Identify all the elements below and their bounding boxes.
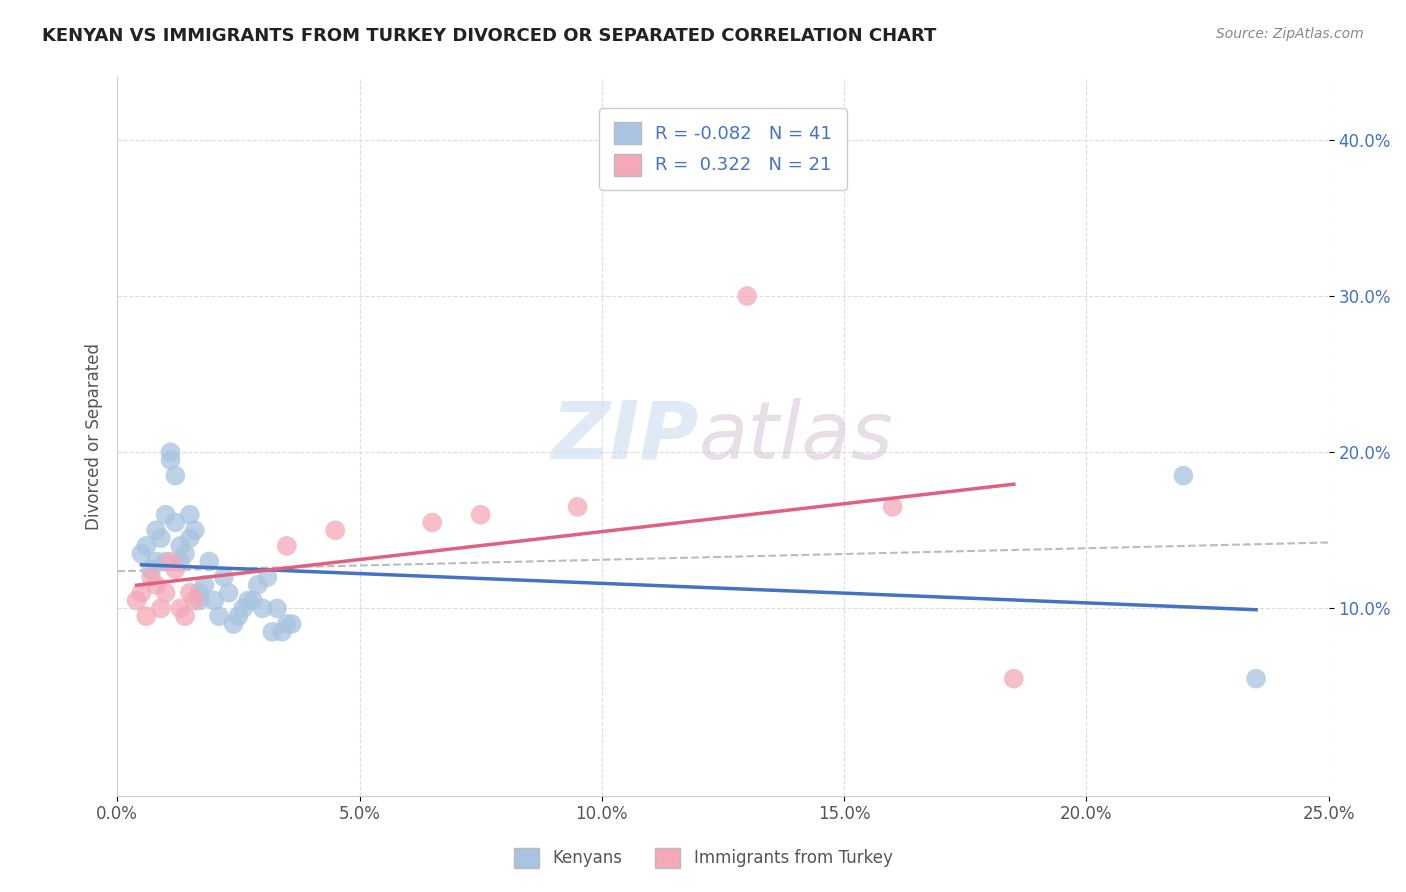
Point	[246, 578, 269, 592]
Point	[155, 555, 177, 569]
Point	[232, 601, 254, 615]
Point	[155, 586, 177, 600]
Point	[169, 555, 191, 569]
Point	[174, 547, 197, 561]
Text: atlas: atlas	[699, 398, 893, 475]
Point	[567, 500, 589, 514]
Point	[169, 601, 191, 615]
Point	[193, 578, 215, 592]
Point	[159, 453, 181, 467]
Point	[276, 617, 298, 632]
Point	[271, 624, 294, 639]
Point	[179, 586, 201, 600]
Point	[145, 523, 167, 537]
Point	[262, 624, 284, 639]
Point	[882, 500, 904, 514]
Point	[174, 609, 197, 624]
Point	[208, 609, 231, 624]
Point	[159, 555, 181, 569]
Point	[188, 586, 211, 600]
Point	[179, 531, 201, 545]
Point	[135, 539, 157, 553]
Point	[266, 601, 288, 615]
Point	[198, 555, 221, 569]
Point	[323, 523, 346, 537]
Point	[165, 516, 187, 530]
Point	[256, 570, 278, 584]
Legend: Kenyans, Immigrants from Turkey: Kenyans, Immigrants from Turkey	[508, 841, 898, 875]
Point	[149, 531, 172, 545]
Point	[169, 539, 191, 553]
Point	[183, 523, 205, 537]
Point	[1002, 672, 1025, 686]
Point	[1173, 468, 1195, 483]
Point	[145, 555, 167, 569]
Point	[165, 468, 187, 483]
Text: KENYAN VS IMMIGRANTS FROM TURKEY DIVORCED OR SEPARATED CORRELATION CHART: KENYAN VS IMMIGRANTS FROM TURKEY DIVORCE…	[42, 27, 936, 45]
Point	[735, 289, 758, 303]
Point	[212, 570, 235, 584]
Point	[159, 445, 181, 459]
Point	[252, 601, 274, 615]
Text: ZIP: ZIP	[551, 398, 699, 475]
Point	[131, 547, 153, 561]
Point	[470, 508, 492, 522]
Point	[228, 609, 250, 624]
Point	[139, 562, 162, 576]
Point	[183, 593, 205, 607]
Point	[1244, 672, 1267, 686]
Point	[236, 593, 259, 607]
Point	[280, 617, 302, 632]
Point	[145, 578, 167, 592]
Point	[125, 593, 148, 607]
Y-axis label: Divorced or Separated: Divorced or Separated	[86, 343, 103, 530]
Point	[139, 570, 162, 584]
Point	[179, 508, 201, 522]
Point	[276, 539, 298, 553]
Point	[165, 562, 187, 576]
Legend: R = -0.082   N = 41, R =  0.322   N = 21: R = -0.082 N = 41, R = 0.322 N = 21	[599, 108, 846, 190]
Point	[218, 586, 240, 600]
Point	[155, 508, 177, 522]
Point	[202, 593, 225, 607]
Point	[242, 593, 264, 607]
Point	[131, 586, 153, 600]
Text: Source: ZipAtlas.com: Source: ZipAtlas.com	[1216, 27, 1364, 41]
Point	[149, 601, 172, 615]
Point	[135, 609, 157, 624]
Point	[222, 617, 245, 632]
Point	[188, 593, 211, 607]
Point	[420, 516, 443, 530]
